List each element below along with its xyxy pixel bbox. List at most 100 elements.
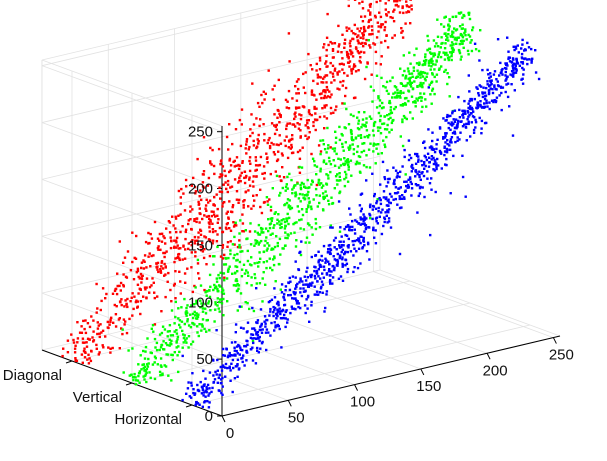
data-point — [242, 206, 245, 209]
data-point — [219, 381, 223, 385]
data-point — [313, 164, 316, 167]
data-point — [371, 129, 375, 132]
data-point — [458, 108, 461, 112]
data-point — [406, 82, 409, 85]
data-point — [163, 251, 167, 255]
data-point — [187, 247, 190, 251]
data-point — [246, 249, 249, 253]
data-point — [323, 43, 326, 46]
data-point — [381, 23, 385, 26]
data-point — [230, 341, 234, 344]
data-point — [210, 214, 214, 218]
data-point — [380, 41, 383, 44]
data-point — [361, 118, 365, 121]
data-point — [435, 73, 439, 76]
data-point — [465, 38, 468, 41]
data-point — [212, 210, 215, 213]
data-point — [297, 127, 301, 130]
data-point — [327, 244, 331, 247]
data-point — [520, 61, 523, 64]
data-point — [221, 364, 225, 367]
data-point — [405, 11, 408, 14]
data-point — [521, 66, 524, 70]
data-point — [152, 281, 155, 284]
data-point — [493, 99, 496, 102]
data-point — [245, 143, 248, 146]
data-point — [374, 50, 378, 54]
data-point — [376, 126, 380, 129]
data-point — [274, 211, 277, 214]
data-point — [256, 330, 260, 334]
data-point — [534, 71, 538, 74]
data-point — [371, 29, 374, 32]
data-point — [140, 368, 143, 371]
data-point — [171, 353, 174, 357]
data-point — [344, 233, 347, 237]
data-point — [520, 47, 523, 50]
data-point — [242, 263, 246, 266]
data-point — [442, 25, 446, 28]
data-point — [506, 36, 509, 39]
data-point — [289, 207, 292, 211]
data-point — [416, 211, 419, 214]
data-point — [445, 163, 448, 167]
data-point — [257, 233, 260, 236]
data-point — [158, 333, 162, 336]
data-point — [152, 330, 155, 333]
data-point — [186, 387, 190, 390]
data-point — [449, 192, 452, 195]
data-point — [371, 208, 374, 211]
data-point — [410, 95, 414, 98]
data-point — [486, 83, 489, 86]
data-point — [299, 200, 302, 203]
data-point — [201, 304, 204, 308]
data-point — [403, 197, 406, 200]
data-point — [270, 219, 273, 223]
data-point — [300, 240, 303, 243]
data-point — [180, 320, 184, 323]
data-point — [248, 178, 251, 181]
data-point — [201, 388, 205, 392]
data-point — [189, 205, 192, 208]
data-point — [151, 363, 155, 366]
data-point — [194, 286, 197, 289]
data-point — [290, 178, 293, 182]
data-point — [197, 334, 200, 338]
data-point — [74, 357, 77, 360]
data-point — [101, 329, 105, 332]
data-point — [194, 255, 197, 258]
data-point — [454, 29, 458, 32]
data-point — [292, 307, 296, 310]
data-point — [123, 323, 126, 326]
data-point — [321, 291, 324, 294]
data-point — [183, 334, 186, 337]
data-point — [213, 320, 216, 323]
data-point — [320, 285, 323, 289]
data-point — [322, 90, 325, 93]
data-point — [252, 185, 255, 188]
data-point — [308, 112, 311, 116]
data-point — [333, 150, 336, 153]
data-point — [158, 348, 161, 352]
data-point — [239, 326, 243, 329]
z-tick-label: 100 — [188, 294, 213, 311]
data-point — [331, 72, 335, 75]
data-point — [280, 222, 283, 225]
data-point — [199, 380, 202, 384]
data-point — [303, 185, 306, 189]
data-point — [303, 275, 306, 278]
data-point — [233, 159, 236, 163]
data-point — [194, 239, 197, 242]
data-point — [310, 304, 313, 307]
data-point — [420, 73, 423, 76]
data-point — [411, 117, 414, 120]
data-point — [86, 337, 90, 340]
data-point — [263, 200, 266, 204]
data-point — [111, 292, 115, 295]
data-point — [143, 365, 147, 369]
data-point — [208, 401, 211, 404]
data-point — [131, 231, 134, 234]
data-point — [341, 102, 344, 105]
data-point — [164, 342, 168, 345]
data-point — [297, 197, 301, 200]
